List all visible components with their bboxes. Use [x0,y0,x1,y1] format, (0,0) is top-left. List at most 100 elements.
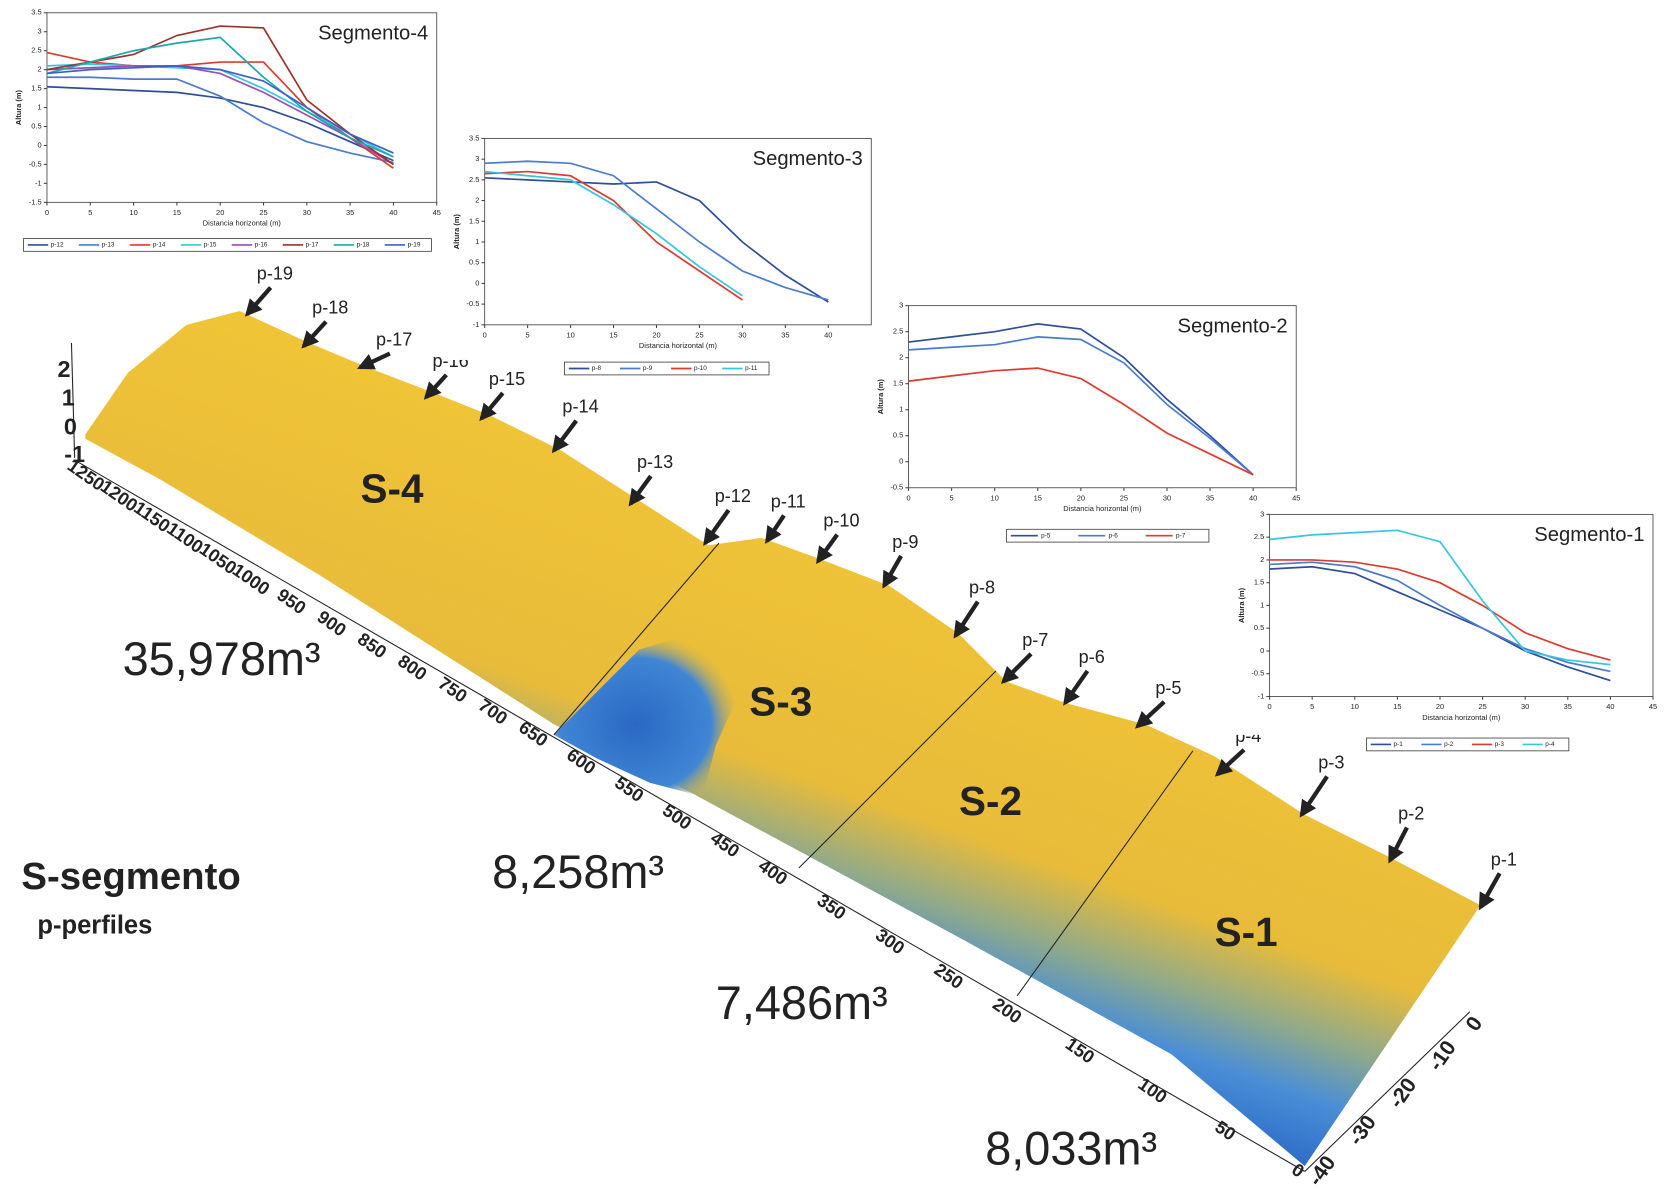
profile-arrow [1478,872,1502,911]
x-tick-label: 25 [1478,702,1486,711]
y-tick-label: 1 [475,237,479,246]
series-line [1269,529,1611,666]
axis-line [74,459,1305,1172]
height-tick-label: 2 [57,356,70,382]
line-chart: -0.500.511.522.530 5 10 15 20 25 30 35 40 45Dista… [873,292,1305,543]
x-tick-label: 10 [991,493,999,502]
x-tick-label: 40 [824,330,832,339]
profile-arrow [953,600,980,639]
y-tick-label: 0 [37,140,41,149]
legend-label: p-6 [1109,532,1119,539]
y-tick-label: 1 [899,405,903,414]
y-tick-label: 0 [475,278,479,287]
segment-label: S-1 [1215,909,1278,955]
y-tick-label: 0.5 [1254,623,1264,632]
legend-label: p-4 [1545,741,1555,748]
chart-background [447,125,879,360]
chart-title: Segmento-1 [1534,524,1644,546]
y-axis-label: Altura (m) [1237,587,1246,623]
legend-label: p-17 [306,242,319,249]
x-tick-label: 40 [389,208,397,217]
series-line [46,36,394,158]
legend-label: p-5 [1041,532,1051,539]
legend-box [564,361,770,376]
volume-label: 35,978m³ [123,633,321,685]
segment-label: S-4 [361,466,424,512]
x-tick-label: 15 [609,330,617,339]
profile-label: p-11 [771,491,806,511]
profile-label: p-15 [489,369,525,389]
width-tick-label: -10 [1423,1036,1460,1075]
x-tick-label: 10 [129,208,137,217]
legend-label: p-11 [745,365,758,372]
x-axis-label: Distancia horizontal (m) [639,341,718,350]
x-tick-label: 10 [566,330,574,339]
plot-frame [484,138,872,326]
series-line [46,25,394,166]
profile-arrow [356,351,391,370]
y-tick-label: 1.5 [1254,578,1264,587]
profile-arrow [423,373,448,400]
y-tick-label: 1.5 [31,84,41,93]
y-tick-label: 1 [1260,600,1264,609]
y-tick-label: 0.5 [893,431,903,440]
terrain-surface [70,310,1481,1172]
y-axis-label: Altura (m) [14,89,23,125]
profile-arrow [1000,652,1033,685]
y-tick-label: 2 [899,353,903,362]
chart-title: Segmento-3 [753,148,863,170]
y-tick-label: 3.5 [469,133,479,142]
legend-label: p-13 [102,242,115,249]
length-tick-label: 250 [931,959,967,993]
profile-arrow [1214,748,1246,777]
length-tick-label: 950 [273,585,309,619]
x-tick-label: 0 [483,330,487,339]
surface-legend-subtitle: p-perfiles [37,911,152,939]
series-line [46,65,394,166]
profile-label: p-13 [637,452,673,472]
legend-box [23,238,432,252]
series-line [46,85,394,162]
profile-label: p-14 [562,397,598,417]
chart-title: Segmento-2 [1178,315,1288,337]
profile-label: p-1 [1491,849,1517,869]
profile-arrow [882,554,903,589]
x-tick-label: 20 [652,330,660,339]
width-tick-label: 0 [1461,1012,1487,1035]
y-tick-label: -0.5 [29,159,42,168]
x-tick-label: 35 [1206,493,1214,502]
y-tick-label: 3 [475,154,479,163]
profile-arrow [703,508,731,546]
profile-arrow [628,474,653,507]
profile-label: p-2 [1398,804,1424,824]
legend-label: p-3 [1495,741,1505,748]
y-tick-label: 3.5 [31,8,41,17]
x-tick-label: 20 [1436,702,1444,711]
y-tick-label: 2.5 [893,327,903,336]
legend-label: p-18 [357,242,370,249]
profile-arrow [551,419,578,454]
profile-label: p-8 [969,578,995,598]
length-tick-label: 200 [989,994,1025,1028]
y-tick-label: 1.5 [893,379,903,388]
y-tick-label: 1.5 [469,216,479,225]
y-tick-label: -1 [473,320,480,329]
series-line [1269,565,1611,682]
y-tick-label: -1 [1258,691,1265,700]
line-chart: -1 -0.5 0 0.5 1 1.5 2 2.5 3 3.5 0 5 10 15 20 25 30 35 40 Di… [447,125,879,376]
x-tick-label: 20 [216,208,224,217]
y-tick-label: -0.5 [1251,669,1264,678]
x-tick-label: 5 [950,493,954,502]
x-axis-label: Distancia horizontal (m) [203,219,282,228]
x-tick-label: 20 [1077,493,1085,502]
length-tick-label: 450 [707,828,743,862]
axis-line [70,342,76,458]
profile-arrow [816,533,839,565]
legend-label: p-2 [1444,741,1454,748]
axis-line [1304,1011,1471,1172]
x-tick-label: 0 [45,208,49,217]
length-tick-label: 700 [475,695,511,729]
length-tick-label: 150 [1062,1034,1098,1068]
x-tick-label: 10 [1351,702,1359,711]
profile-label: p-3 [1318,752,1344,772]
